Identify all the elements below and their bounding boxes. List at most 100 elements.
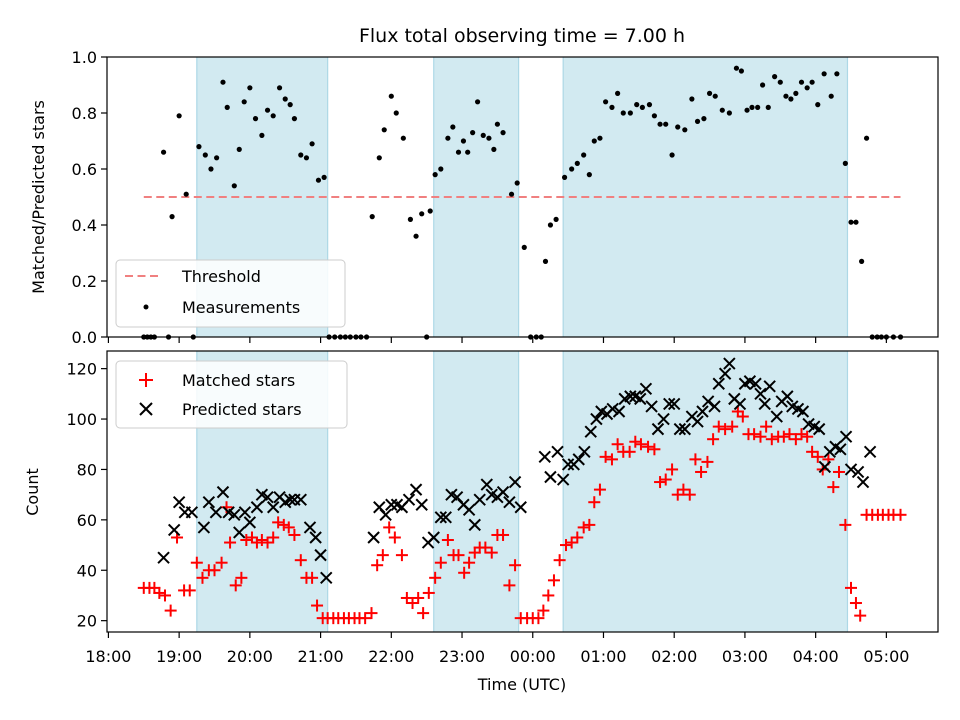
measurement-point <box>574 160 580 166</box>
measurement-point <box>514 180 520 186</box>
measurement-point <box>241 99 247 105</box>
matched-star-point <box>400 591 413 604</box>
matched-star-point <box>719 423 732 436</box>
measurement-point <box>236 146 242 152</box>
y-tick-label: 0.2 <box>72 272 97 291</box>
matched-star-point <box>153 586 166 599</box>
matched-star-point <box>806 445 819 458</box>
x-tick-label: 01:00 <box>580 647 626 666</box>
matched-star-point <box>642 440 655 453</box>
measurement-point <box>393 110 399 116</box>
measurement-point <box>291 116 298 122</box>
measurement-point <box>586 172 592 178</box>
predicted-star-point <box>723 357 736 370</box>
predicted-star-point <box>667 397 681 411</box>
measurement-point <box>376 155 382 161</box>
measurement-point <box>591 138 597 144</box>
predicted-star-point <box>283 493 297 506</box>
measurement-point <box>494 121 500 127</box>
predicted-star-point <box>863 445 877 459</box>
measurement-point <box>726 110 732 116</box>
measurement-point <box>798 79 805 85</box>
matched-star-point <box>388 531 401 544</box>
predicted-star-point <box>584 425 597 438</box>
y-tick-label: 100 <box>66 410 97 429</box>
matched-star-point <box>365 607 378 620</box>
chart-title: Flux total observing time = 7.00 h <box>359 25 685 47</box>
measurement-point <box>772 74 778 80</box>
matched-star-point <box>503 579 516 592</box>
measurement-point <box>627 110 633 116</box>
matched-star-point <box>441 534 454 547</box>
x-tick-label: 02:00 <box>651 647 697 666</box>
matched-star-point <box>412 591 425 604</box>
y-tick-label: 120 <box>66 360 97 379</box>
measurement-point <box>282 96 288 102</box>
top-x-ticks <box>107 337 887 343</box>
matched-star-point <box>383 521 396 534</box>
predicted-star-point <box>434 511 448 524</box>
predicted-star-point <box>578 445 591 459</box>
predicted-star-point <box>233 526 246 539</box>
measurement-point <box>842 160 848 166</box>
predicted-star-point <box>473 493 486 506</box>
measurement-point <box>682 127 688 133</box>
matched-star-point <box>748 428 761 441</box>
matched-star-point <box>599 450 612 463</box>
matched-star-point <box>371 559 384 572</box>
measurement-point <box>196 144 202 150</box>
predicted-star-point <box>415 498 428 511</box>
matched-star-point <box>634 438 647 451</box>
measurement-point <box>438 166 444 172</box>
measurement-point <box>620 110 626 116</box>
matched-star-point <box>689 453 702 466</box>
matched-star-point <box>849 597 862 610</box>
measurement-point <box>413 233 419 239</box>
x-tick-label: 22:00 <box>368 647 414 666</box>
predicted-star-point <box>185 506 199 519</box>
legend-measurements-label: Measurements <box>182 298 300 317</box>
measurement-point <box>480 132 486 138</box>
matched-star-point <box>795 428 808 441</box>
measurement-point <box>744 107 750 113</box>
bottom-panel: 20 40 60 80 100 120 18:00 19:00 20:00 21:00 22:00… <box>23 350 939 694</box>
predicted-star-point <box>243 516 257 529</box>
measurement-point <box>561 174 568 180</box>
predicted-star-point <box>379 508 392 522</box>
top-panel: 0.0 0.2 0.4 0.6 0.8 1.0 Matched/Predicted sta… <box>29 48 939 347</box>
predicted-star-point <box>839 430 853 443</box>
predicted-star-point <box>409 483 423 496</box>
matched-star-point <box>565 536 578 549</box>
predicted-star-point <box>294 493 307 506</box>
measurement-point <box>675 124 681 130</box>
y-tick-label: 0.0 <box>72 328 97 347</box>
predicted-star-point <box>851 465 865 479</box>
measurement-point <box>663 121 669 127</box>
matched-star-point <box>458 566 471 579</box>
matched-star-point <box>783 428 796 441</box>
matched-star-point <box>894 508 907 521</box>
measurement-point <box>388 93 394 99</box>
predicted-star-point <box>572 453 585 466</box>
measurement-point <box>427 208 433 214</box>
matched-star-point <box>671 488 684 501</box>
matched-star-point <box>463 556 476 569</box>
matched-star-point <box>509 559 522 572</box>
matched-star-point <box>229 579 242 592</box>
measurement-point <box>834 71 840 77</box>
measurement-point <box>455 149 462 155</box>
measurement-point <box>701 116 707 122</box>
matched-star-point <box>240 534 253 547</box>
matched-star-point <box>306 571 319 584</box>
matched-star-point <box>593 483 606 496</box>
measurement-point <box>381 127 387 133</box>
matched-star-point <box>406 597 419 610</box>
matched-star-point <box>417 607 430 620</box>
matched-star-point <box>429 571 442 584</box>
matched-star-point <box>553 554 566 567</box>
predicted-star-point <box>712 377 725 390</box>
measurement-point <box>231 183 237 189</box>
matched-star-point <box>736 410 749 423</box>
measurement-point <box>508 191 515 197</box>
matched-star-point <box>629 435 642 448</box>
